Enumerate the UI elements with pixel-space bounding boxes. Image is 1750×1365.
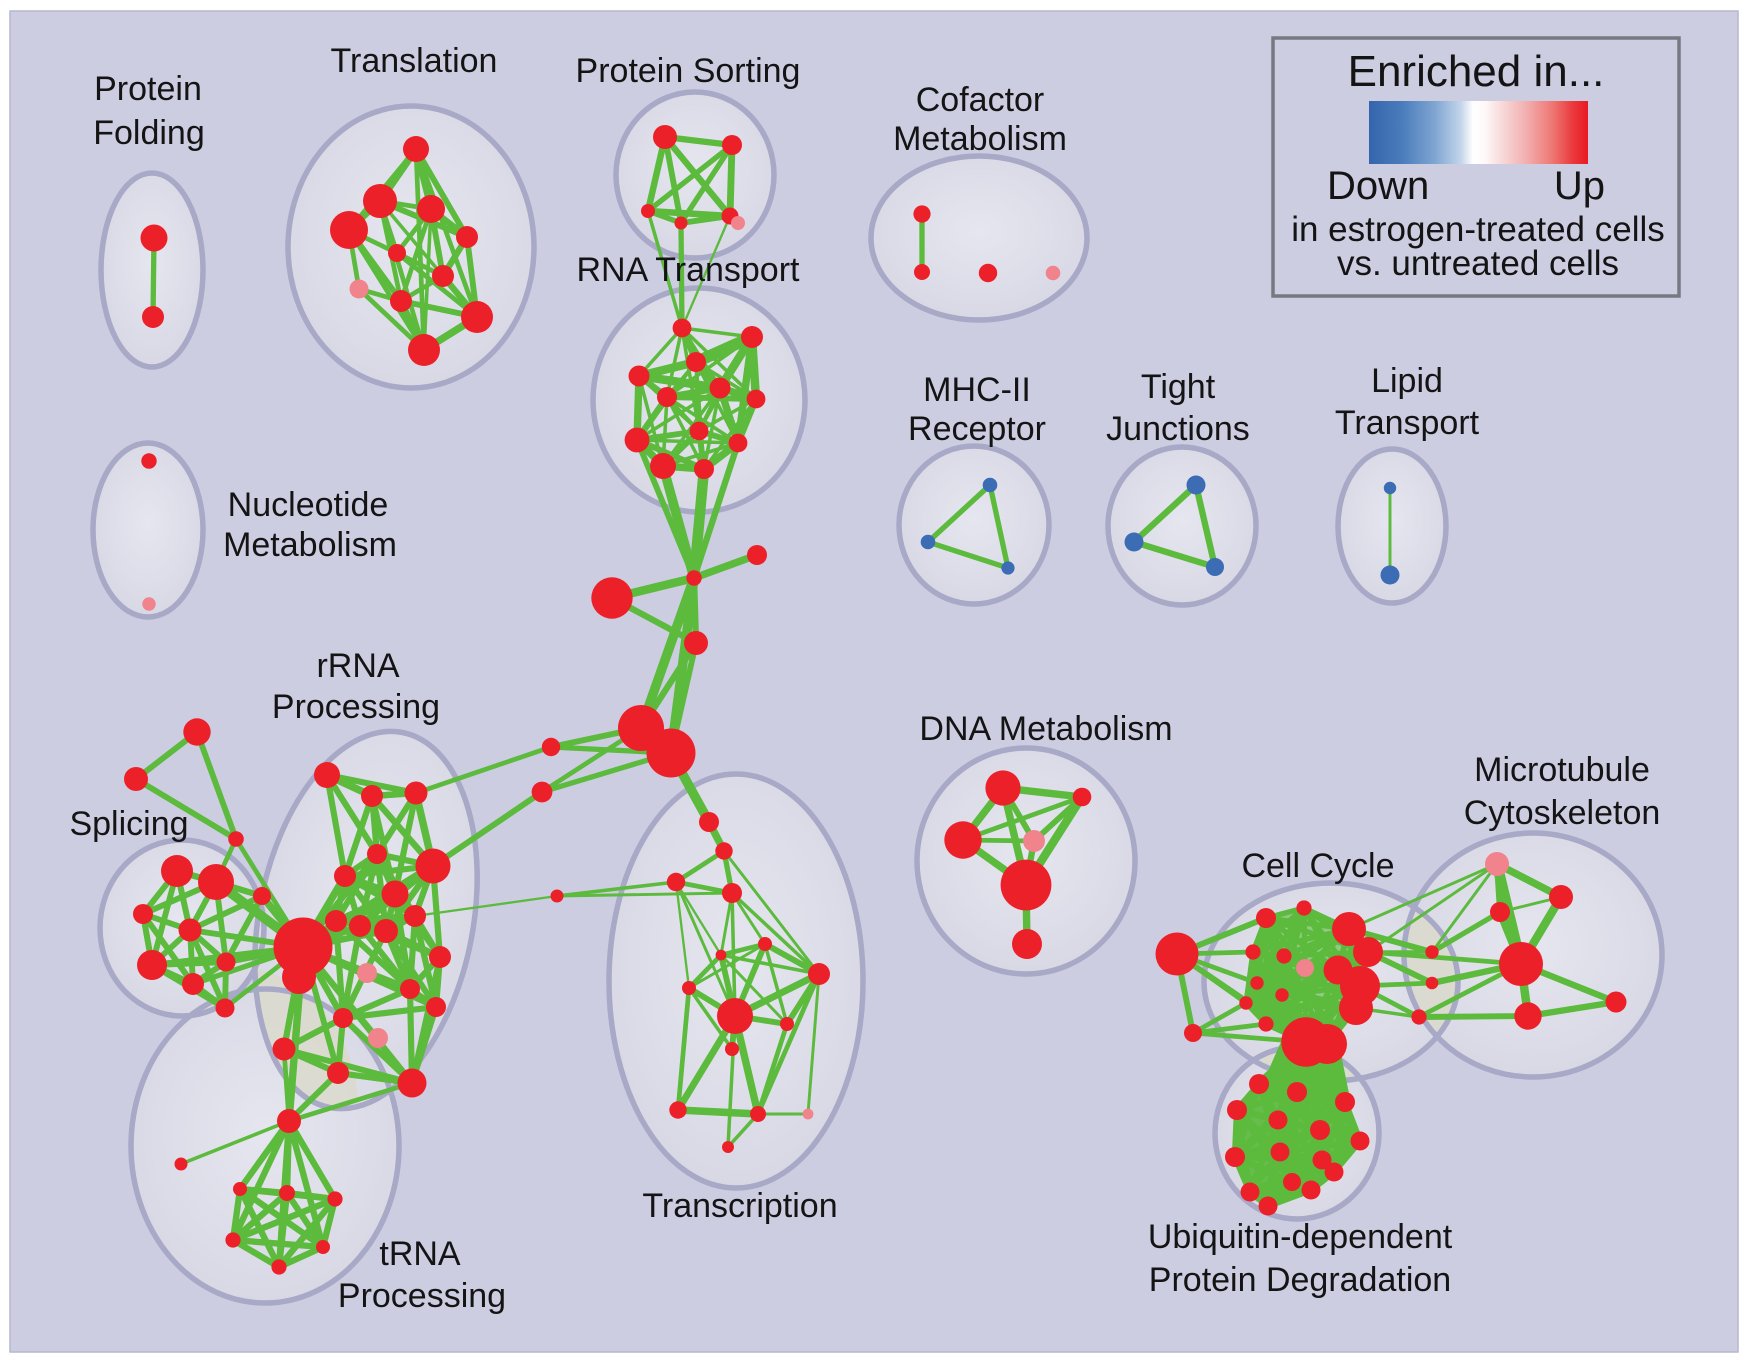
svg-text:DNA Metabolism: DNA Metabolism bbox=[919, 710, 1172, 748]
svg-text:Transport: Transport bbox=[1335, 404, 1480, 442]
svg-text:Protein: Protein bbox=[94, 70, 202, 108]
svg-text:tRNA: tRNA bbox=[379, 1235, 461, 1273]
svg-text:Cell Cycle: Cell Cycle bbox=[1241, 847, 1394, 885]
svg-text:Metabolism: Metabolism bbox=[223, 526, 397, 564]
svg-text:Translation: Translation bbox=[331, 42, 498, 80]
svg-text:Up: Up bbox=[1554, 164, 1605, 208]
svg-text:Cofactor: Cofactor bbox=[916, 81, 1045, 119]
svg-text:Tight: Tight bbox=[1141, 368, 1216, 406]
svg-text:Processing: Processing bbox=[338, 1277, 506, 1315]
svg-text:Protein Degradation: Protein Degradation bbox=[1149, 1261, 1451, 1299]
svg-text:Cytoskeleton: Cytoskeleton bbox=[1464, 794, 1661, 832]
svg-text:in estrogen-treated cells: in estrogen-treated cells bbox=[1291, 210, 1665, 249]
svg-text:Protein Sorting: Protein Sorting bbox=[576, 52, 801, 90]
svg-text:Junctions: Junctions bbox=[1106, 410, 1250, 448]
svg-text:Receptor: Receptor bbox=[908, 410, 1046, 448]
svg-text:rRNA: rRNA bbox=[316, 647, 399, 685]
svg-text:Metabolism: Metabolism bbox=[893, 120, 1067, 158]
svg-text:Nucleotide: Nucleotide bbox=[228, 486, 389, 524]
svg-text:RNA Transport: RNA Transport bbox=[577, 251, 801, 289]
svg-text:Splicing: Splicing bbox=[69, 805, 188, 843]
svg-text:Down: Down bbox=[1327, 164, 1429, 208]
svg-text:Enriched in...: Enriched in... bbox=[1348, 47, 1605, 96]
svg-text:Microtubule: Microtubule bbox=[1474, 751, 1650, 789]
svg-text:Ubiquitin-dependent: Ubiquitin-dependent bbox=[1148, 1218, 1453, 1256]
svg-text:Folding: Folding bbox=[93, 114, 205, 152]
svg-text:Transcription: Transcription bbox=[642, 1187, 837, 1225]
svg-text:MHC-II: MHC-II bbox=[923, 371, 1031, 409]
svg-text:vs. untreated cells: vs. untreated cells bbox=[1337, 244, 1619, 283]
svg-text:Processing: Processing bbox=[272, 688, 440, 726]
svg-text:Lipid: Lipid bbox=[1371, 362, 1443, 400]
